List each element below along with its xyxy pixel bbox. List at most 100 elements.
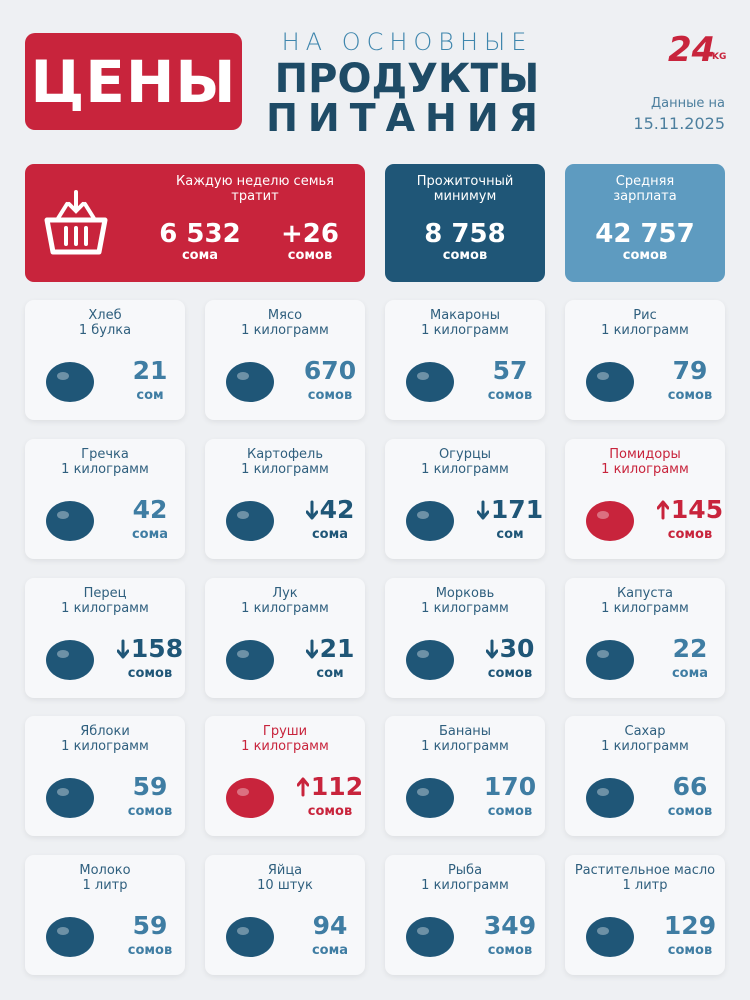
trend-arrow — [305, 500, 318, 519]
amount-value: +26 — [281, 219, 339, 249]
amount-unit: сома — [181, 248, 219, 263]
amount-value: 6 532 — [159, 219, 241, 249]
summary-card: Средняя зарплата 42 757 сомов — [565, 164, 725, 282]
product-price: 79 — [672, 356, 708, 385]
product-currency: сомов — [667, 804, 713, 819]
product-name: Морковь — [435, 586, 495, 601]
product-currency: сом — [496, 527, 524, 542]
product-currency: сомов — [487, 388, 533, 403]
product-icon — [226, 778, 274, 818]
product-card: Лук 1 килограмм 21 сом — [205, 578, 365, 698]
product-name: Картофель — [246, 447, 324, 462]
icon-shape — [237, 788, 249, 796]
product-card: Рыба 1 килограмм 349 сомов — [385, 855, 545, 975]
icon-shape — [226, 640, 274, 680]
product-unit: 1 килограмм — [601, 601, 689, 616]
product-price: 59 — [132, 911, 168, 940]
icon-shape — [406, 640, 454, 680]
product-price-row: 145 — [647, 495, 733, 524]
arrow-shape — [296, 777, 309, 796]
icon-shape — [57, 511, 69, 519]
product-card: Груши 1 килограмм 112 сомов — [205, 716, 365, 836]
product-name: Хлеб — [88, 308, 122, 323]
amount-unit: сомов — [622, 248, 668, 263]
icon-shape — [226, 362, 274, 402]
product-price-row: 57 — [467, 356, 553, 385]
product-price: 170 — [483, 772, 537, 801]
product-price: 158 — [130, 634, 184, 663]
icon-shape — [46, 640, 94, 680]
product-icon — [46, 917, 94, 957]
basket-icon — [44, 190, 108, 255]
product-price: 30 — [499, 634, 535, 663]
product-price-row: 21 — [107, 356, 193, 385]
product-unit: 1 килограмм — [61, 462, 149, 477]
product-icon — [46, 640, 94, 680]
product-icon — [226, 501, 274, 541]
summary-amount: 6 532 сома — [145, 220, 255, 263]
summary-amount: 42 757 сомов — [565, 220, 725, 263]
trend-arrow — [656, 500, 669, 519]
product-card: Огурцы 1 килограмм 171 сом — [385, 439, 545, 559]
product-currency: сомов — [487, 943, 533, 958]
product-name: Перец — [83, 586, 127, 601]
product-name: Рис — [633, 308, 657, 323]
icon-shape — [46, 501, 94, 541]
icon-shape — [597, 372, 609, 380]
title: ЦЕНЫ — [25, 33, 242, 130]
product-currency: сомов — [127, 666, 173, 681]
product-currency: сома — [671, 666, 709, 681]
product-unit: 1 килограмм — [241, 601, 329, 616]
product-icon — [406, 778, 454, 818]
product-unit: 1 литр — [82, 878, 128, 893]
product-card: Картофель 1 килограмм 42 сома — [205, 439, 365, 559]
product-currency: сомов — [127, 943, 173, 958]
product-price-row: 112 — [287, 772, 373, 801]
product-icon — [586, 778, 634, 818]
product-icon — [226, 640, 274, 680]
product-price-row: 42 — [287, 495, 373, 524]
product-card: Растительное масло 1 литр 129 сомов — [565, 855, 725, 975]
product-price: 42 — [132, 495, 168, 524]
product-price-row: 59 — [107, 772, 193, 801]
product-price: 59 — [132, 772, 168, 801]
product-price: 21 — [319, 634, 355, 663]
icon-shape — [406, 501, 454, 541]
product-name: Растительное масло — [574, 863, 716, 878]
icon-shape — [417, 927, 429, 935]
icon-shape — [55, 202, 97, 246]
subtitle: ПРОДУКТЫ — [274, 56, 540, 102]
product-unit: 1 килограмм — [421, 878, 509, 893]
product-unit: 1 килограмм — [421, 739, 509, 754]
product-unit: 1 килограмм — [61, 739, 149, 754]
product-name: Бананы — [438, 724, 492, 739]
product-name: Мясо — [267, 308, 303, 323]
arrow-shape — [656, 500, 669, 519]
product-unit: 1 килограмм — [421, 462, 509, 477]
icon-shape — [46, 778, 94, 818]
icon-shape — [57, 788, 69, 796]
product-currency: сомов — [487, 666, 533, 681]
summary-amount: 8 758 сомов — [385, 220, 545, 263]
product-card: Мясо 1 килограмм 670 сомов — [205, 300, 365, 420]
icon-shape — [46, 362, 94, 402]
arrow-shape — [476, 500, 489, 519]
product-icon — [406, 917, 454, 957]
product-price-row: 170 — [467, 772, 553, 801]
icon-shape — [586, 640, 634, 680]
trend-arrow — [116, 639, 129, 658]
icon-shape — [226, 778, 274, 818]
product-icon — [46, 501, 94, 541]
product-currency: сомов — [667, 943, 713, 958]
icon-shape — [67, 190, 85, 214]
summary-card: Каждую неделю семья тратит 6 532 сома +26 со… — [25, 164, 365, 282]
icon-shape — [597, 650, 609, 658]
product-unit: 1 килограмм — [241, 323, 329, 338]
product-name: Рыба — [447, 863, 483, 878]
icon-shape — [597, 788, 609, 796]
product-name: Яйца — [267, 863, 303, 878]
product-icon — [406, 640, 454, 680]
icon-shape — [226, 501, 274, 541]
arrow-shape — [116, 639, 129, 658]
